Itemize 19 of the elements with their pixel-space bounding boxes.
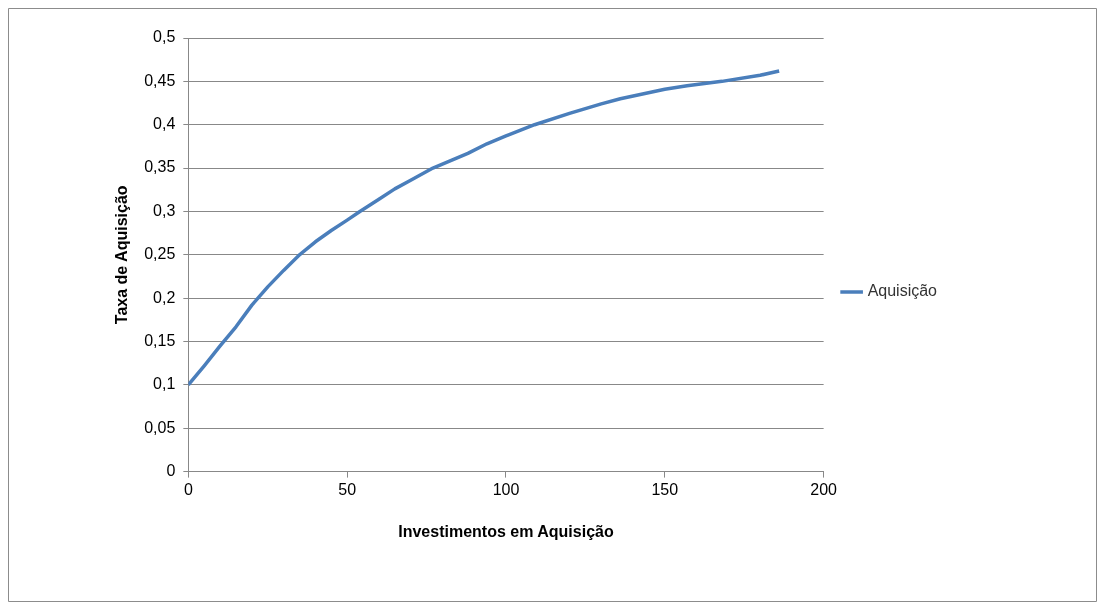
y-tick-label: 0,5 [153, 28, 176, 46]
y-tick-label: 0,3 [153, 201, 176, 219]
x-tick-label: 200 [810, 480, 838, 498]
y-tick-label: 0,15 [144, 331, 176, 349]
y-tick-label: 0,4 [153, 115, 176, 133]
legend-label: Aquisição [867, 282, 938, 300]
x-tick-label: 150 [651, 480, 679, 498]
y-axis-title: Taxa de Aquisição [113, 185, 131, 325]
x-tick-label: 0 [183, 480, 193, 498]
y-tick-label: 0,1 [153, 375, 176, 393]
x-axis-title: Investimentos em Aquisição [398, 522, 614, 540]
y-tick-label: 0,05 [144, 418, 176, 436]
y-tick-label: 0,45 [144, 71, 176, 89]
y-tick-label: 0 [166, 462, 176, 480]
x-tick-label: 100 [492, 480, 520, 498]
y-tick-label: 0,35 [144, 158, 176, 176]
x-tick-label: 50 [338, 480, 357, 498]
y-tick-label: 0,2 [153, 288, 176, 306]
y-tick-label: 0,25 [144, 245, 176, 263]
